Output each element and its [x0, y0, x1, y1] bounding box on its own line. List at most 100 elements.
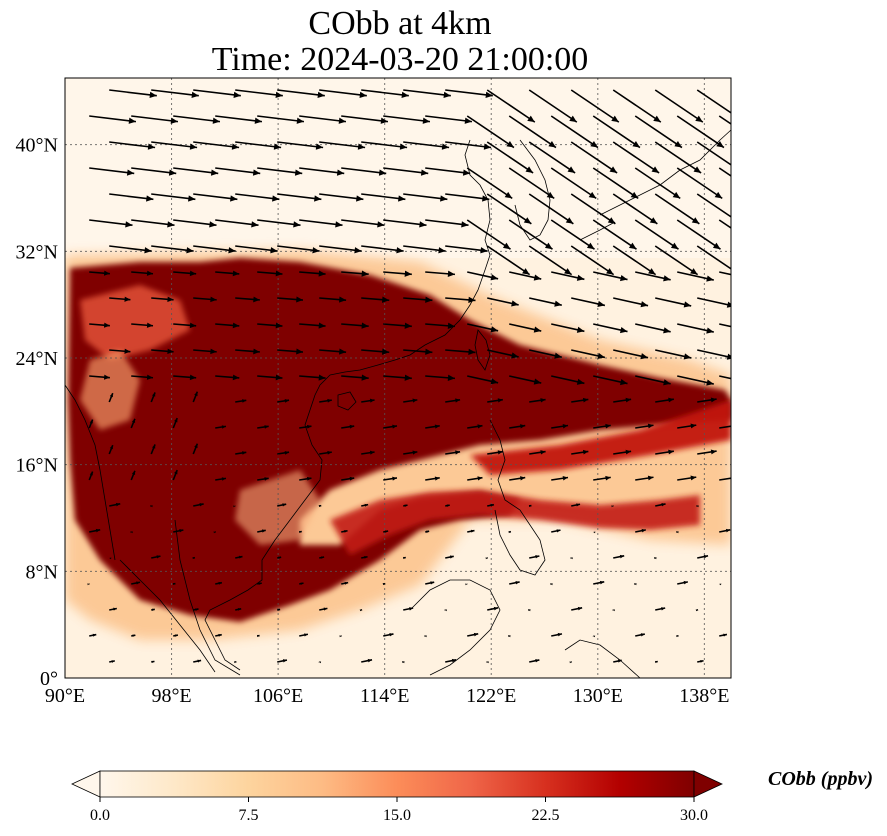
wind-arrow	[719, 633, 728, 637]
concentration-field	[65, 78, 731, 678]
wind-arrow	[299, 322, 326, 329]
wind-arrow	[341, 424, 355, 429]
wind-arrow	[445, 141, 492, 150]
wind-arrow	[361, 141, 408, 150]
wind-arrow	[277, 193, 322, 202]
wind-arrow	[509, 424, 526, 429]
wind-arrow	[403, 348, 433, 355]
wind-arrow	[299, 115, 347, 124]
wind-arrow	[173, 529, 184, 533]
wind-arrow	[88, 419, 94, 429]
wind-arrow	[655, 607, 666, 611]
wind-arrow	[487, 398, 503, 403]
wind-arrow	[277, 556, 282, 559]
wind-arrow	[444, 609, 447, 612]
wind-arrow	[131, 167, 177, 176]
wind-arrow	[508, 167, 555, 200]
wind-arrow	[571, 449, 589, 455]
wind-arrow	[592, 167, 639, 200]
wind-arrow	[655, 502, 666, 507]
wind-arrow	[697, 349, 731, 360]
wind-arrow	[257, 425, 269, 429]
colorbar-max-extend	[693, 770, 723, 798]
wind-arrow	[613, 659, 622, 663]
wind-arrow	[192, 391, 199, 403]
wind-arrow	[403, 450, 418, 455]
wind-arrow	[696, 245, 731, 270]
wind-arrow	[676, 531, 679, 534]
wind-arrow	[676, 634, 679, 638]
wind-arrow	[215, 633, 222, 637]
wind-arrow	[612, 245, 657, 276]
wind-arrow	[593, 580, 605, 585]
wind-arrow	[193, 608, 199, 611]
wind-arrow	[318, 661, 322, 664]
wind-arrow	[130, 470, 136, 481]
wind-arrow	[89, 374, 110, 380]
wind-arrow	[466, 219, 511, 250]
wind-arrow	[654, 141, 702, 174]
wind-arrow	[445, 296, 476, 304]
lon-tick-label: 98°E	[151, 685, 191, 707]
wind-arrow	[299, 219, 343, 228]
wind-arrow	[109, 660, 115, 663]
wind-arrow	[108, 444, 114, 455]
wind-arrow	[592, 635, 596, 638]
wind-arrow	[299, 374, 326, 381]
wind-arrow	[341, 374, 369, 381]
wind-arrow	[172, 582, 176, 586]
wind-arrow	[173, 374, 197, 381]
wind-arrow	[529, 349, 562, 359]
wind-arrow	[257, 529, 266, 533]
wind-arrow	[425, 581, 435, 585]
wind-arrow	[654, 557, 657, 560]
wind-arrow	[193, 141, 240, 150]
wind-arrow	[150, 505, 153, 508]
wind-arrow	[719, 271, 731, 276]
wind-arrow	[425, 322, 456, 329]
wind-arrow	[151, 193, 196, 202]
wind-arrow	[696, 505, 699, 508]
wind-arrow	[551, 632, 563, 637]
wind-arrow	[445, 348, 476, 356]
wind-arrow	[403, 193, 448, 202]
wind-arrow	[256, 634, 260, 638]
wind-arrow	[319, 89, 367, 99]
wind-arrow	[635, 323, 671, 334]
wind-arrow	[213, 531, 216, 534]
wind-arrow	[570, 89, 620, 123]
wind-arrow	[109, 502, 121, 507]
wind-arrow	[509, 323, 542, 333]
wind-arrow	[215, 374, 240, 381]
wind-arrow	[486, 245, 531, 276]
wind-arrow	[676, 115, 725, 149]
wind-arrow	[89, 270, 110, 276]
wind-arrow	[131, 581, 141, 585]
wind-arrow	[173, 270, 197, 277]
wind-arrow	[109, 607, 117, 611]
coastline-philippines	[489, 419, 546, 576]
wind-arrow	[277, 141, 324, 150]
wind-arrow	[445, 89, 493, 99]
wind-arrow	[215, 115, 263, 124]
wind-arrow	[509, 375, 542, 385]
wind-arrow	[215, 322, 240, 329]
wind-arrow	[257, 477, 269, 481]
wind-arrow	[109, 89, 157, 99]
wind-arrow	[486, 661, 489, 664]
wind-arrow	[654, 245, 699, 276]
wind-arrow	[593, 323, 628, 334]
wind-arrow	[383, 374, 412, 381]
lon-tick-label: 114°E	[360, 685, 409, 707]
wind-arrow	[655, 449, 674, 455]
wind-arrow	[508, 115, 557, 149]
colorbar-tick-label: 15.0	[383, 807, 411, 824]
wind-arrow	[570, 193, 616, 225]
wind-arrow	[634, 219, 679, 250]
wind-arrow	[613, 554, 625, 559]
wind-arrow	[569, 661, 572, 664]
wind-arrow	[108, 392, 114, 403]
wind-arrow	[465, 583, 468, 586]
wind-arrow	[593, 423, 611, 429]
wind-arrow	[341, 167, 387, 176]
